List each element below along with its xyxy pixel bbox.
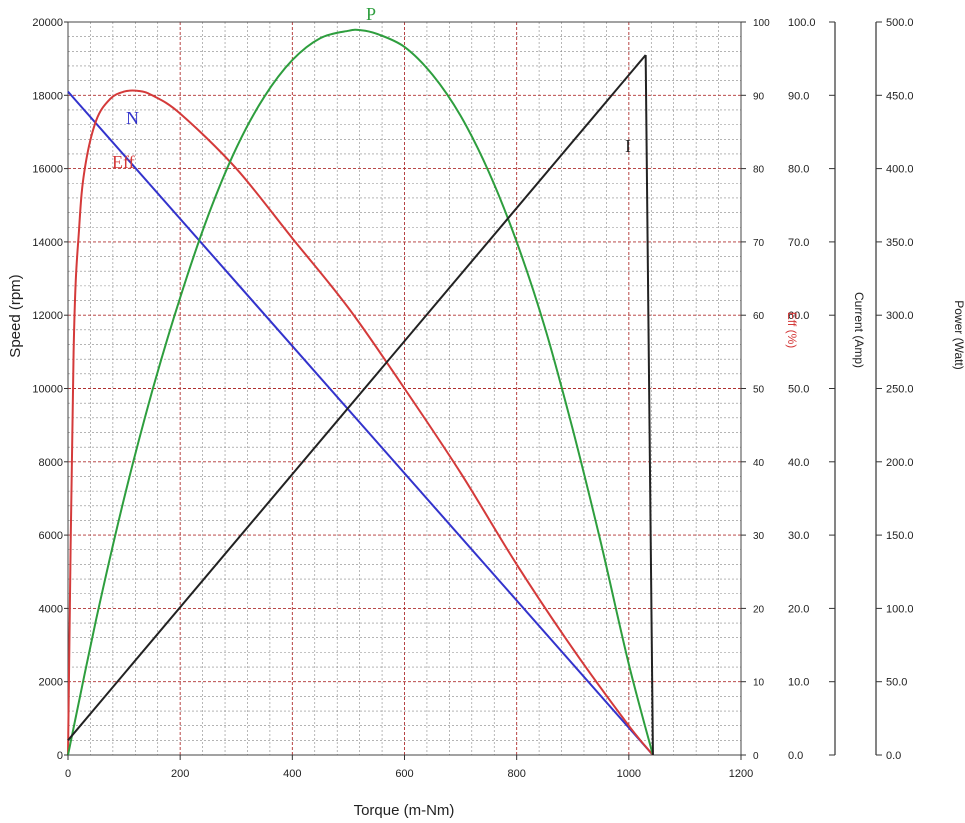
eff-tick-label: 60 [753,311,765,322]
x-tick-label: 200 [171,768,189,780]
eff-tick-label: 70 [753,238,765,249]
eff-tick-label: 10 [753,678,765,689]
current-tick-label: 30.0 [788,530,809,542]
current-tick-label: 100.0 [788,17,816,29]
current-tick-label: 40.0 [788,457,809,469]
eff-tick-label: 20 [753,604,765,615]
x-tick-label: 600 [395,768,413,780]
power-axis-title: Power (Watt) [952,300,965,370]
speed-tick-label: 4000 [39,603,63,615]
eff-tick-label: 30 [753,531,765,542]
power-tick-label: 350.0 [886,237,914,249]
current-tick-label: 70.0 [788,237,809,249]
eff-tick-label: 80 [753,165,765,176]
current-tick-label: 0.0 [788,750,803,762]
current-tick-label: 10.0 [788,677,809,689]
current-tick-label: 50.0 [788,384,809,396]
x-tick-label: 800 [507,768,525,780]
current-axis-title: Current (Amp) [852,292,866,368]
current-tick-label: 80.0 [788,164,809,176]
speed-tick-label: 2000 [39,677,63,689]
current-tick-label: 90.0 [788,90,809,102]
power-tick-label: 250.0 [886,384,914,396]
power-tick-label: 500.0 [886,17,914,29]
power-tick-label: 100.0 [886,603,914,615]
series-line-i [67,54,647,741]
speed-tick-label: 14000 [32,237,63,249]
current-tick-label: 60.0 [788,310,809,322]
power-tick-label: 0.0 [886,750,901,762]
curve-label-n: N [126,108,139,128]
chart-grid [67,21,742,756]
series-group [67,28,654,756]
speed-tick-label: 20000 [32,17,63,29]
curve-labels: N Eff P I [112,4,631,172]
speed-axis-title: Speed (rpm) [7,274,24,357]
curve-label-eff: Eff [112,152,135,172]
x-tick-label: 0 [65,768,71,780]
x-tick-label: 400 [283,768,301,780]
x-tick-label: 1000 [617,768,641,780]
eff-tick-label: 100 [753,18,770,29]
power-tick-label: 150.0 [886,530,914,542]
series-line-p [67,28,654,756]
power-tick-label: 450.0 [886,90,914,102]
speed-tick-label: 6000 [39,530,63,542]
speed-tick-label: 16000 [32,164,63,176]
series-line-n [67,90,654,756]
power-tick-label: 200.0 [886,457,914,469]
power-tick-label: 50.0 [886,677,907,689]
speed-tick-label: 12000 [32,310,63,322]
axis-labels: Torque (m-Nm) Speed (rpm) Eff (%) Curren… [7,274,965,819]
curve-label-p: P [366,4,376,24]
speed-tick-label: 0 [57,750,63,762]
power-tick-label: 300.0 [886,310,914,322]
curve-label-i: I [625,136,631,156]
x-tick-label: 1200 [729,768,753,780]
tick-labels: 0 200 400 600 800 1000 12000200040006000800010… [32,17,913,780]
current-drop-line [644,54,654,756]
eff-tick-label: 90 [753,91,765,102]
current-tick-label: 20.0 [788,603,809,615]
speed-tick-label: 8000 [39,457,63,469]
eff-tick-label: 50 [753,385,765,396]
eff-axis-title: Eff (%) [785,312,799,348]
speed-tick-label: 18000 [32,90,63,102]
series-line-eff [67,89,654,756]
eff-tick-label: 40 [753,458,765,469]
power-tick-label: 400.0 [886,164,914,176]
eff-tick-label: 0 [753,751,759,762]
speed-tick-label: 10000 [32,384,63,396]
x-axis-title: Torque (m-Nm) [354,802,455,819]
